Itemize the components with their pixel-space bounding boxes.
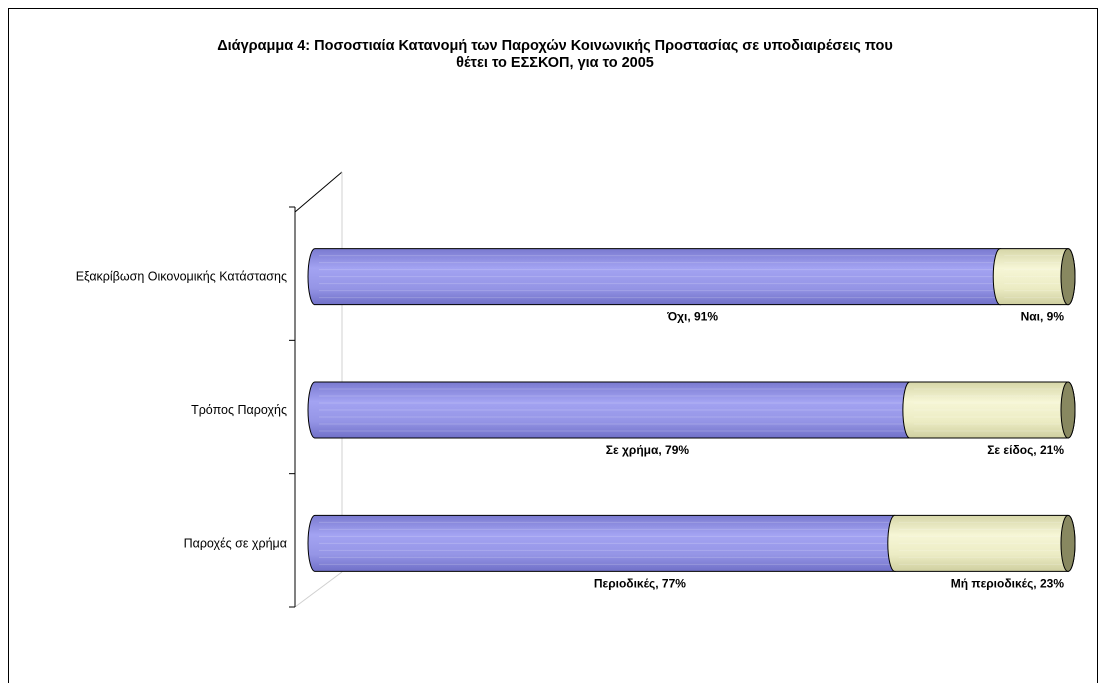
data-label: Περιοδικές, 77% [594, 576, 686, 590]
data-label: Ναι, 9% [1021, 310, 1065, 324]
chart-frame [8, 8, 1098, 683]
bar-end-cap [1060, 248, 1076, 306]
data-label: Όχι, 91% [666, 310, 718, 324]
bar-end-cap [1060, 514, 1076, 572]
bar-end-cap [1060, 381, 1076, 439]
chart-title-line-1: Διάγραμμα 4: Ποσοστιαία Κατανομή των Παρ… [217, 38, 893, 54]
floor-depth-line [294, 571, 343, 608]
chart-title: Διάγραμμα 4: Ποσοστιαία Κατανομή των Παρ… [100, 38, 1010, 72]
category-label: Παροχές σε χρήμα [184, 536, 287, 550]
data-label: Μή περιοδικές, 23% [951, 576, 1065, 590]
axis-depth-line-top [294, 171, 343, 213]
category-label: Εξακρίβωση Οικονομικής Κατάστασης [76, 270, 287, 284]
category-label: Τρόπος Παροχής [191, 403, 287, 417]
data-label: Σε χρήμα, 79% [606, 443, 690, 457]
chart-title-line-2: θέτει το ΕΣΣΚΟΠ, για το 2005 [456, 55, 654, 71]
data-label: Σε είδος, 21% [987, 443, 1064, 457]
